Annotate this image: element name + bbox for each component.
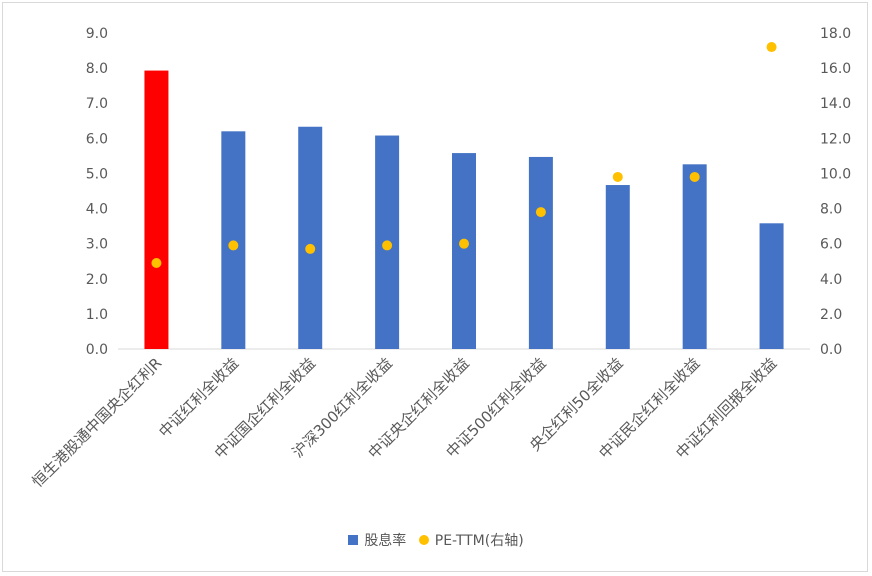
right-tick-label: 14.0 <box>820 96 851 112</box>
left-tick-label: 3.0 <box>86 237 108 253</box>
left-tick-label: 5.0 <box>86 166 108 182</box>
left-tick-label: 8.0 <box>86 61 108 77</box>
marker-series <box>151 42 777 268</box>
bar <box>605 185 630 349</box>
pe-marker <box>766 42 777 53</box>
bar-series <box>144 70 784 350</box>
left-tick-label: 2.0 <box>86 272 108 288</box>
left-tick-label: 1.0 <box>86 307 108 323</box>
bar <box>528 156 553 349</box>
bar <box>452 153 476 349</box>
bar <box>221 131 246 349</box>
category-label: 中证红利全收益 <box>155 354 242 441</box>
legend-bar-swatch <box>348 535 359 545</box>
pe-marker <box>612 171 623 182</box>
bar <box>682 164 707 349</box>
right-tick-label: 18.0 <box>820 26 851 42</box>
bar <box>759 223 784 349</box>
right-tick-label: 8.0 <box>820 202 842 218</box>
left-axis-ticks: 0.0 1.0 2.0 3.0 4.0 5.0 6.0 7.0 8.0 9.0 <box>86 26 108 358</box>
pe-marker <box>305 243 316 254</box>
left-tick-label: 7.0 <box>86 96 108 112</box>
legend-marker-label: PE-TTM(右轴) <box>434 533 524 549</box>
bar <box>298 126 323 349</box>
right-tick-label: 6.0 <box>820 237 842 253</box>
pe-marker <box>228 240 239 251</box>
pe-marker <box>151 257 162 268</box>
right-tick-label: 16.0 <box>820 61 851 77</box>
right-tick-label: 0.0 <box>820 342 842 358</box>
right-tick-label: 4.0 <box>820 272 842 288</box>
pe-marker <box>382 240 393 251</box>
left-tick-label: 4.0 <box>86 202 108 218</box>
legend: 股息率 PE-TTM(右轴) <box>0 530 872 550</box>
legend-item-dividend: 股息率 <box>348 530 406 550</box>
pe-marker <box>535 207 546 218</box>
left-tick-label: 6.0 <box>86 131 108 147</box>
right-tick-label: 10.0 <box>820 166 851 182</box>
right-tick-label: 2.0 <box>820 307 842 323</box>
left-tick-label: 9.0 <box>86 26 108 42</box>
legend-marker-swatch <box>418 535 429 545</box>
pe-marker <box>689 171 700 182</box>
right-axis-ticks: 0.0 2.0 4.0 6.0 8.0 10.0 12.0 14.0 16.0 18.0 <box>820 26 851 358</box>
legend-item-pe: PE-TTM(右轴) <box>418 530 524 550</box>
category-labels: 恒生港股通中国央企红利R中证红利全收益中证国企红利全收益沪深300红利全收益中证… <box>28 354 780 491</box>
right-tick-label: 12.0 <box>820 131 851 147</box>
category-label: 恒生港股通中国央企红利R <box>28 354 165 491</box>
left-tick-label: 0.0 <box>86 342 108 358</box>
legend-bar-label: 股息率 <box>364 533 407 549</box>
pe-marker <box>459 238 469 249</box>
bar <box>144 70 169 350</box>
